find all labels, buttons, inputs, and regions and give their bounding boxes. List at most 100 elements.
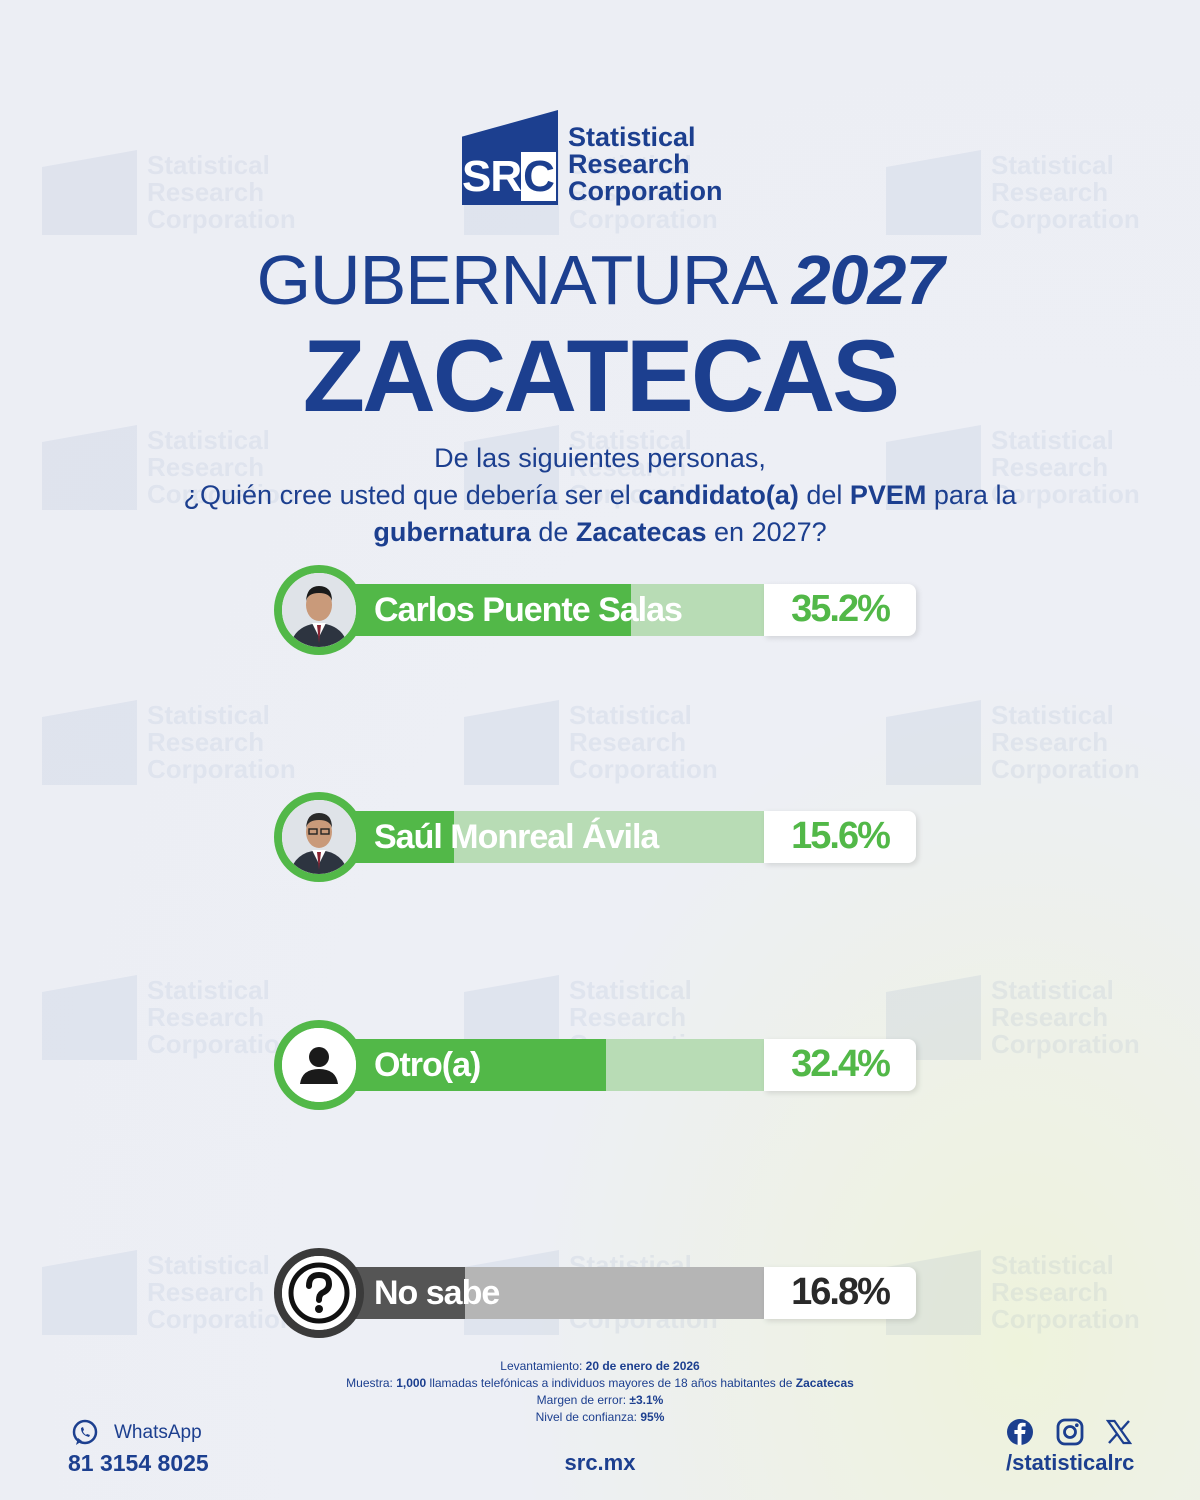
question-text: de	[530, 517, 576, 547]
bar-fill	[314, 584, 631, 636]
candidate-name: No sabe	[374, 1274, 500, 1312]
title-text: GUBERNATURA	[256, 241, 775, 319]
survey-question: De las siguientes personas, ¿Quién cree …	[100, 440, 1100, 551]
candidate-photo-icon	[274, 565, 364, 655]
question-line-3: gubernatura de Zacatecas en 2027?	[100, 514, 1100, 551]
question-text: ¿Quién cree usted que debería ser el	[183, 480, 639, 510]
value-label: 35.2%	[791, 588, 891, 630]
value-box: 35.2%	[764, 584, 916, 636]
user-silhouette-icon	[274, 1020, 364, 1110]
candidate-photo-icon	[274, 792, 364, 882]
question-emphasis: PVEM	[849, 480, 927, 510]
person-photo-icon	[282, 573, 356, 647]
question-text: en 2027?	[706, 517, 827, 547]
bar-track	[314, 584, 764, 636]
watermark-mark-icon	[42, 700, 137, 785]
confidence-value: 95%	[640, 1410, 665, 1424]
whatsapp-label: WhatsApp	[114, 1422, 202, 1443]
question-emphasis: gubernatura	[373, 517, 531, 547]
candidate-name: Otro(a)	[374, 1046, 481, 1084]
logo-mark-letter-c: C	[521, 152, 556, 201]
logo-line-1: Statistical	[568, 122, 696, 152]
whatsapp-number[interactable]: 81 3154 8025	[68, 1450, 209, 1476]
website-link[interactable]: src.mx	[564, 1450, 636, 1475]
bar-track	[314, 1267, 764, 1319]
question-mark-icon	[274, 1248, 364, 1338]
question-line-1: De las siguientes personas,	[434, 443, 766, 473]
confidence-line: Nivel de confianza: 95%	[0, 1409, 1200, 1426]
logo-line-3: Corporation	[568, 176, 723, 206]
value-label: 32.4%	[791, 1043, 891, 1085]
logo-line-2: Research	[568, 149, 690, 179]
fieldwork-date: 20 de enero de 2026	[585, 1359, 700, 1373]
candidate-name: Carlos Puente Salas	[374, 591, 683, 629]
fieldwork-label: Levantamiento:	[500, 1359, 586, 1373]
x-twitter-icon[interactable]	[1106, 1419, 1132, 1445]
error-line: Margen de error: ±3.1%	[0, 1392, 1200, 1409]
logo-wordmark: Statistical Research Corporation	[568, 124, 723, 205]
value-box: 15.6%	[764, 811, 916, 863]
methodology-note: Levantamiento: 20 de enero de 2026 Muest…	[0, 1358, 1200, 1426]
question-emphasis: candidato(a)	[638, 480, 799, 510]
sample-label: Muestra:	[346, 1376, 397, 1390]
title-year: 2027	[791, 241, 945, 319]
watermark-mark-icon	[42, 1250, 137, 1335]
value-box: 16.8%	[764, 1267, 916, 1319]
state-title: ZACATECAS	[302, 319, 900, 433]
sample-line: Muestra: 1,000 llamadas telefónicas a in…	[0, 1375, 1200, 1392]
bar-row-2: Saúl Monreal Ávila 15.6%	[274, 792, 924, 884]
sample-text: llamadas telefónicas a individuos mayore…	[426, 1376, 796, 1390]
page-title: GUBERNATURA 2027	[0, 240, 1200, 320]
value-label: 16.8%	[791, 1271, 891, 1313]
watermark-mark-icon	[886, 150, 981, 235]
error-value: ±3.1%	[629, 1393, 664, 1407]
whatsapp-icon	[72, 1419, 98, 1445]
bar-row-1: Carlos Puente Salas 35.2%	[274, 565, 924, 657]
value-box: 32.4%	[764, 1039, 916, 1091]
social-handle[interactable]: /statisticalrc	[1006, 1450, 1135, 1475]
logo-mark-text: SRC	[462, 152, 556, 202]
question-text: del	[798, 480, 850, 510]
question-emphasis: Zacatecas	[575, 517, 707, 547]
src-logo: SRC Statistical Research Corporation	[462, 110, 742, 210]
watermark-mark-icon	[42, 975, 137, 1060]
sample-state: Zacatecas	[795, 1376, 854, 1390]
bar-row-4: No sabe 16.8%	[274, 1248, 924, 1340]
question-mark-icon	[282, 1256, 356, 1330]
user-silhouette-icon	[282, 1028, 356, 1102]
person-photo-icon	[282, 800, 356, 874]
sample-size: 1,000	[396, 1376, 427, 1390]
error-label: Margen de error:	[536, 1393, 630, 1407]
fieldwork-line: Levantamiento: 20 de enero de 2026	[0, 1358, 1200, 1375]
question-line-2: ¿Quién cree usted que debería ser el can…	[100, 477, 1100, 514]
watermark-mark-icon	[464, 700, 559, 785]
confidence-label: Nivel de confianza:	[535, 1410, 641, 1424]
logo-mark-letters: SR	[462, 152, 522, 201]
candidate-name: Saúl Monreal Ávila	[374, 818, 659, 856]
whatsapp-contact[interactable]: WhatsApp	[70, 1418, 202, 1453]
watermark-mark-icon	[42, 150, 137, 235]
value-label: 15.6%	[791, 815, 891, 857]
bar-row-3: Otro(a) 32.4%	[274, 1020, 924, 1112]
instagram-icon[interactable]	[1056, 1418, 1084, 1446]
question-text: para la	[926, 480, 1017, 510]
social-icons	[1006, 1418, 1136, 1448]
watermark-mark-icon	[886, 700, 981, 785]
facebook-icon[interactable]	[1006, 1418, 1034, 1446]
